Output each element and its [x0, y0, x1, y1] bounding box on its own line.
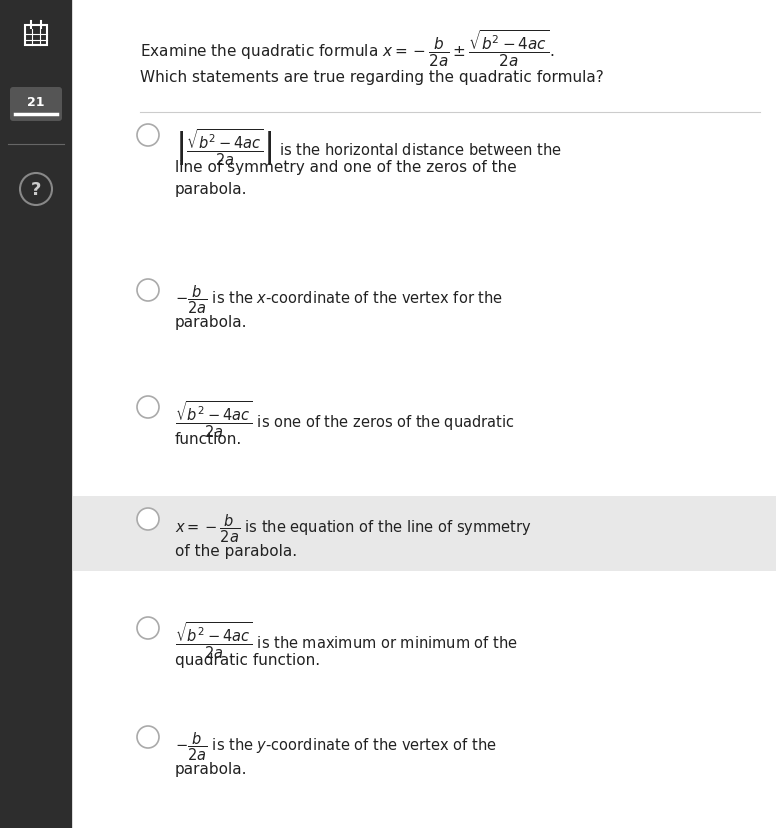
Text: Which statements are true regarding the quadratic formula?: Which statements are true regarding the …: [140, 70, 604, 85]
FancyBboxPatch shape: [10, 88, 62, 122]
Text: of the parabola.: of the parabola.: [175, 543, 297, 558]
Text: $\left|\dfrac{\sqrt{b^2-4ac}}{2a}\right|$ is the horizontal distance between the: $\left|\dfrac{\sqrt{b^2-4ac}}{2a}\right|…: [175, 128, 562, 168]
Text: line of symmetry and one of the zeros of the: line of symmetry and one of the zeros of…: [175, 160, 517, 175]
Text: $x = -\dfrac{b}{2a}$ is the equation of the line of symmetry: $x = -\dfrac{b}{2a}$ is the equation of …: [175, 512, 531, 544]
Text: parabola.: parabola.: [175, 182, 248, 197]
Bar: [0, 0, 72, 828]
Circle shape: [137, 280, 159, 301]
Text: 21: 21: [27, 95, 45, 108]
Text: ?: ?: [31, 181, 41, 199]
Text: function.: function.: [175, 431, 242, 446]
Text: Examine the quadratic formula $x = -\dfrac{b}{2a} \pm \dfrac{\sqrt{b^2-4ac}}{2a}: Examine the quadratic formula $x = -\dfr…: [140, 28, 555, 69]
Text: $\dfrac{\sqrt{b^2-4ac}}{2a}$ is one of the zeros of the quadratic: $\dfrac{\sqrt{b^2-4ac}}{2a}$ is one of t…: [175, 400, 514, 440]
Circle shape: [137, 726, 159, 748]
Circle shape: [137, 508, 159, 531]
Text: quadratic function.: quadratic function.: [175, 652, 320, 667]
Text: $-\dfrac{b}{2a}$ is the $y$-coordinate of the vertex of the: $-\dfrac{b}{2a}$ is the $y$-coordinate o…: [175, 729, 497, 762]
Circle shape: [137, 617, 159, 639]
Circle shape: [137, 125, 159, 147]
Text: $-\dfrac{b}{2a}$ is the $x$-coordinate of the vertex for the: $-\dfrac{b}{2a}$ is the $x$-coordinate o…: [175, 282, 503, 315]
Circle shape: [137, 397, 159, 418]
Text: parabola.: parabola.: [175, 761, 248, 776]
Text: $\dfrac{\sqrt{b^2-4ac}}{2a}$ is the maximum or minimum of the: $\dfrac{\sqrt{b^2-4ac}}{2a}$ is the maxi…: [175, 620, 518, 661]
Bar: [73, 497, 776, 571]
Text: parabola.: parabola.: [175, 315, 248, 330]
